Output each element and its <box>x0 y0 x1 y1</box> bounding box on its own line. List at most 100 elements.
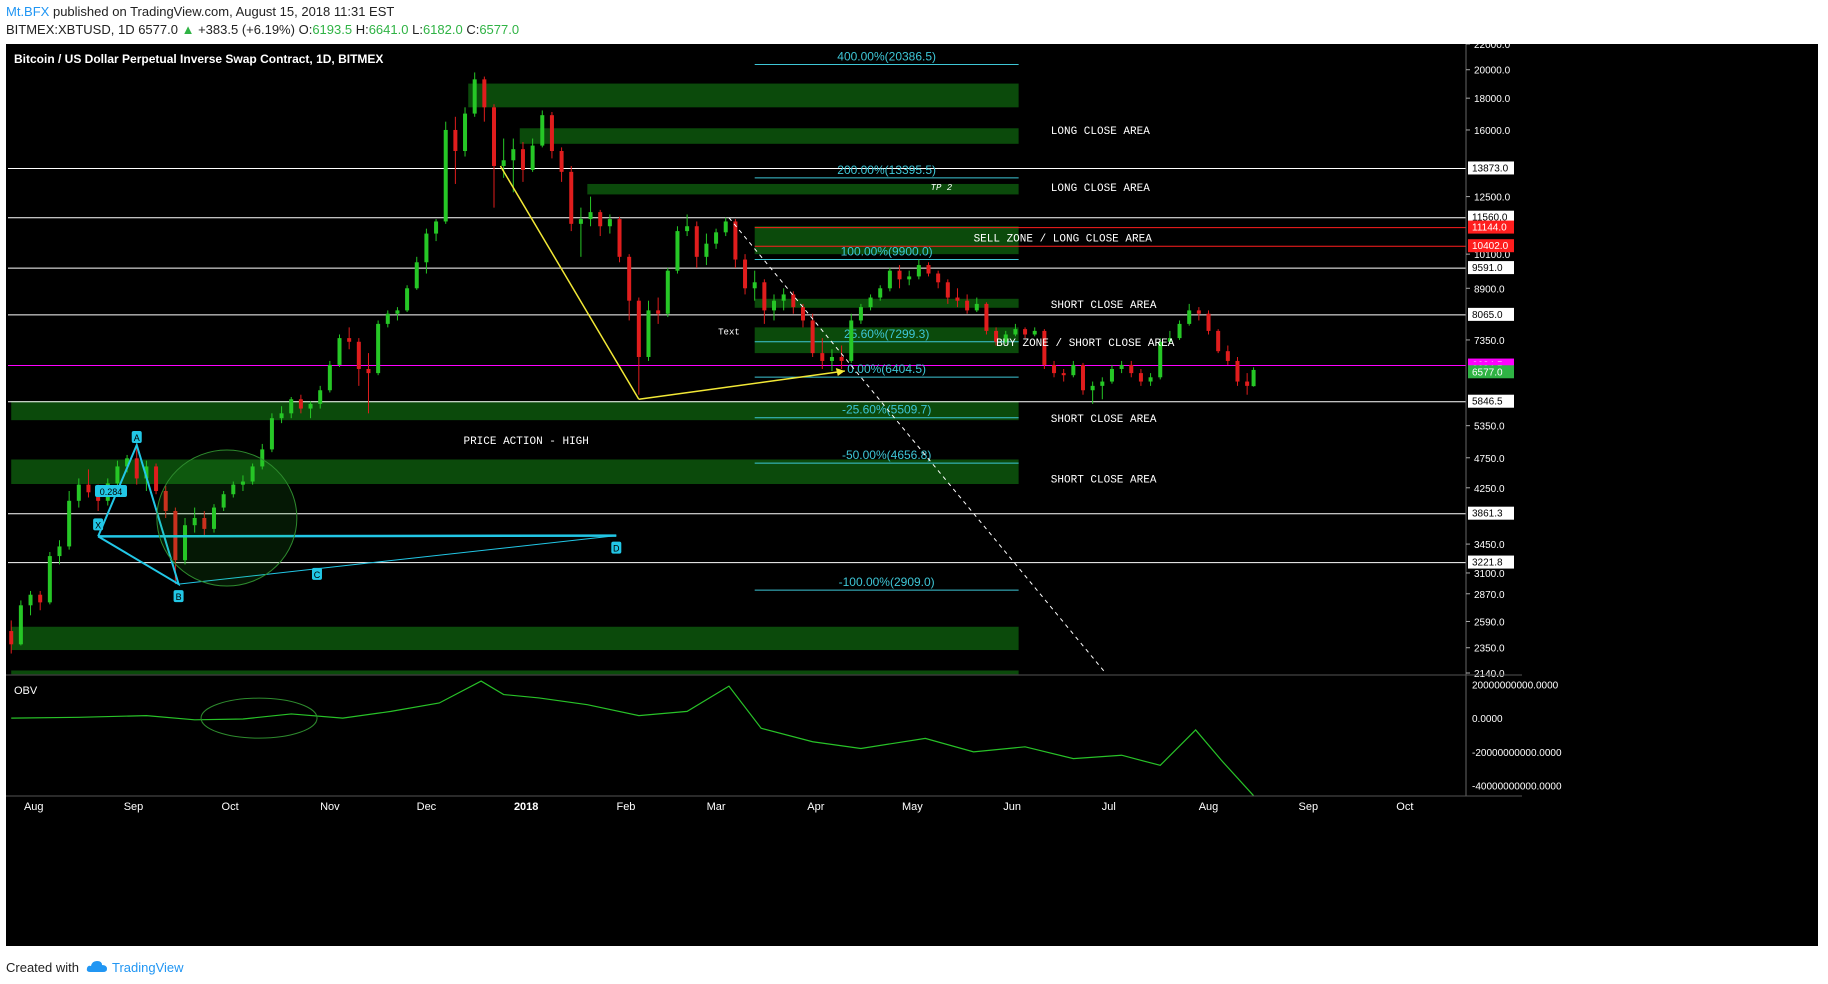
candle-body <box>1196 310 1201 314</box>
fib-level-label: -50.00%(4656.8) <box>842 448 931 462</box>
price-chart[interactable]: Bitcoin / US Dollar Perpetual Inverse Sw… <box>6 40 1818 946</box>
candle-body <box>183 525 188 561</box>
candle-body <box>646 310 651 357</box>
obv-tick-label: 20000000000.0000 <box>1472 680 1559 691</box>
candle-body <box>820 353 825 361</box>
pattern-circle <box>156 449 298 587</box>
candle-body <box>318 390 323 404</box>
close-value: 6577.0 <box>479 22 520 37</box>
time-tick-label: Apr <box>807 801 824 813</box>
price-tag <box>1468 365 1514 379</box>
price-tag-label: 10402.0 <box>1472 241 1509 252</box>
zone-label: SELL ZONE / LONG CLOSE AREA <box>974 233 1153 245</box>
price-tick-label: 12500.0 <box>1474 193 1511 204</box>
zone-label: SHORT CLOSE AREA <box>1051 414 1157 426</box>
close-label: C: <box>466 22 480 37</box>
change-up-icon: ▲ <box>181 22 195 37</box>
candle-body <box>1090 385 1095 391</box>
candle-body <box>395 310 400 314</box>
time-tick-label: Aug <box>1199 801 1219 813</box>
price-tick-label: 7350.0 <box>1474 336 1505 347</box>
price-tag <box>1468 210 1514 224</box>
candle-body <box>530 145 535 170</box>
zone-label: LONG CLOSE AREA <box>1051 126 1150 138</box>
candle-body <box>1251 369 1256 387</box>
price-tag <box>1468 506 1514 520</box>
pattern-ratio-badge <box>94 484 127 497</box>
author-link[interactable]: Mt.BFX <box>6 4 50 19</box>
zone-label: LONG CLOSE AREA <box>1051 183 1150 195</box>
candle-body <box>9 631 14 645</box>
candle-body <box>240 481 245 485</box>
candle-body <box>337 338 342 365</box>
chart-area[interactable]: Bitcoin / US Dollar Perpetual Inverse Sw… <box>6 40 1818 946</box>
candle-body <box>134 458 139 479</box>
candle-body <box>994 330 999 342</box>
candle-body <box>965 300 970 311</box>
candle-body <box>308 403 313 409</box>
price-tag-label: 5846.5 <box>1472 397 1503 408</box>
price-axis[interactable]: 22000.0 20000.0 18000.0 16000.0 12500.0 10100… <box>1465 40 1522 796</box>
candle-body <box>86 484 91 493</box>
time-tick-label: Feb <box>616 801 635 813</box>
candle-body <box>1042 330 1047 365</box>
candle-body <box>733 221 738 260</box>
pattern-point-badge <box>311 567 322 580</box>
candle-body <box>76 484 81 501</box>
candle-body <box>569 171 574 224</box>
candle-body <box>221 494 226 508</box>
yellow-arrow-down <box>499 165 640 400</box>
candle-body <box>125 458 130 467</box>
candle-body <box>1206 313 1211 331</box>
pattern-point-badge <box>131 431 142 444</box>
candle-body <box>463 113 468 152</box>
fib-level-label: 100.00%(9900.0) <box>841 245 933 259</box>
candle-body <box>1023 329 1028 335</box>
candle-body <box>192 518 197 526</box>
candle-body <box>1235 360 1240 382</box>
candle-body <box>1071 364 1076 376</box>
candle-body <box>839 356 844 361</box>
pattern-bd-line <box>178 535 617 585</box>
candle-body <box>955 297 960 301</box>
price-tick-label: 22000.0 <box>1474 44 1511 51</box>
candle-body <box>1148 377 1153 382</box>
candle-body <box>1032 330 1037 335</box>
open-value: 6193.5 <box>312 22 353 37</box>
publish-header: Mt.BFX published on TradingView.com, Aug… <box>0 0 1828 44</box>
obv-tick-label: -40000000000.0000 <box>1472 782 1562 793</box>
price-tag-label: 6577.0 <box>1472 367 1503 378</box>
candle-body <box>694 226 699 257</box>
time-tick-label: Jul <box>1102 801 1116 813</box>
candle-body <box>269 418 274 450</box>
candle-body <box>984 303 989 331</box>
candle-body <box>1100 381 1105 386</box>
zone-box <box>587 183 1019 195</box>
candle-body <box>578 219 583 224</box>
candle-body <box>858 307 863 321</box>
zone-box <box>468 83 1019 108</box>
time-tick-label: Sep <box>1299 801 1319 813</box>
zone-label: SHORT CLOSE AREA <box>1051 474 1157 486</box>
candle-body <box>424 233 429 263</box>
tradingview-link[interactable]: TradingView <box>112 960 184 975</box>
candle-body <box>414 262 419 289</box>
candle-body <box>540 115 545 146</box>
price-tag-label: 3861.3 <box>1472 509 1503 520</box>
candle-body <box>772 300 777 311</box>
price-tick-label: 18000.0 <box>1474 94 1511 105</box>
price-tick-label: 3100.0 <box>1474 569 1505 580</box>
candle-body <box>472 79 477 114</box>
candle-body <box>1080 364 1085 391</box>
candle-body <box>781 294 786 301</box>
candle-body <box>868 297 873 308</box>
candle-body <box>897 270 902 280</box>
price-change: +383.5 (+6.19%) <box>198 22 295 37</box>
high-value: 6641.0 <box>368 22 409 37</box>
candle-body <box>607 219 612 227</box>
price-tag-label: 9591.0 <box>1472 263 1503 274</box>
candle-body <box>936 273 941 283</box>
zone-box <box>11 401 1019 421</box>
time-axis[interactable]: Aug Sep Oct Nov Dec 2018 Feb Mar Apr May Jun Jul Aug… <box>6 795 1522 813</box>
price-tag <box>1468 555 1514 569</box>
